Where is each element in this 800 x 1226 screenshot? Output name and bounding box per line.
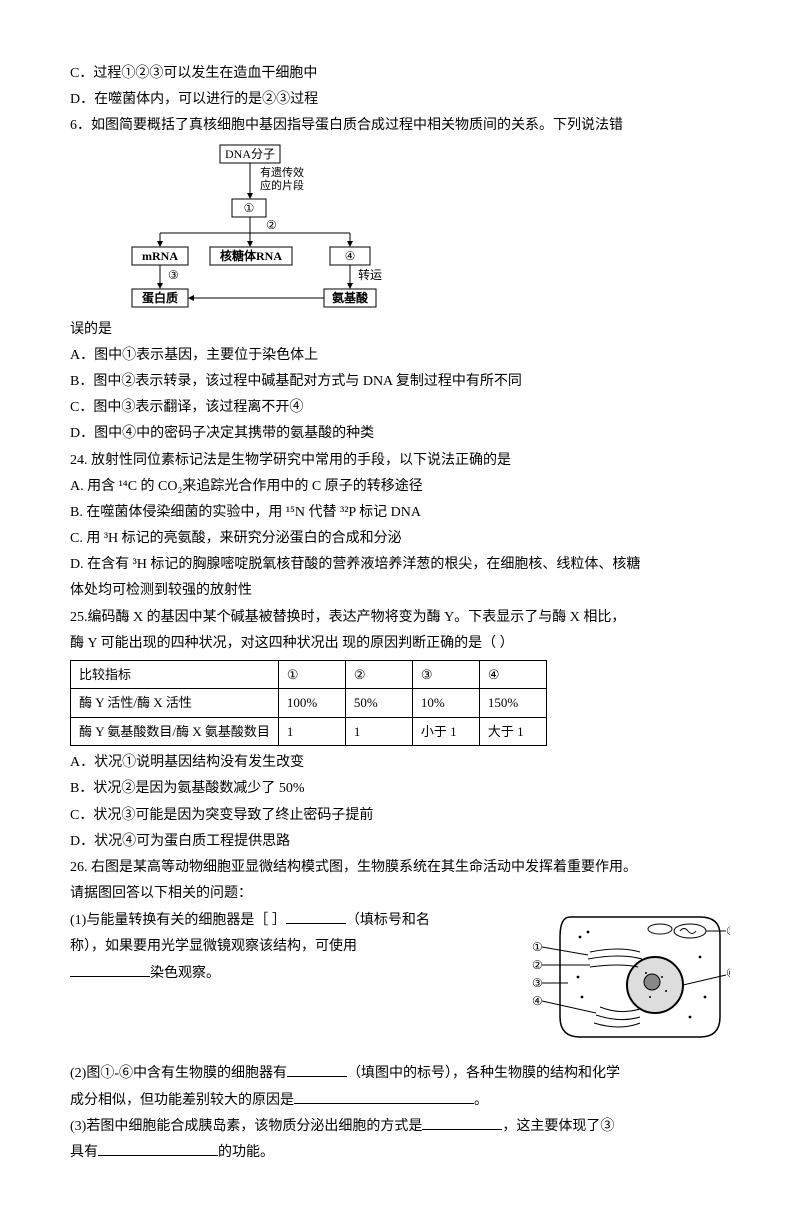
t-r1c1: 100%: [278, 689, 345, 717]
q6-diagram: DNA分子 有遗传效 应的片段 ① ② mRNA 核糖体RNA ④ ③ 蛋白质: [120, 143, 420, 313]
q6-a: A．图中①表示基因，主要位于染色体上: [70, 343, 730, 368]
svg-text:③: ③: [532, 976, 543, 990]
t-r2c4: 大于 1: [479, 717, 546, 745]
q25-d: D．状况④可为蛋白质工程提供思路: [70, 829, 730, 854]
q6-diagram-svg: DNA分子 有遗传效 应的片段 ① ② mRNA 核糖体RNA ④ ③ 蛋白质: [120, 143, 420, 313]
t-r1c0: 酶 Y 活性/酶 X 活性: [71, 689, 279, 717]
q26-p2d-text: 。: [474, 1093, 488, 1108]
t-h2: ②: [345, 661, 412, 689]
svg-text:④: ④: [345, 249, 356, 263]
t-r2c2: 1: [345, 717, 412, 745]
q26-p2a-text: (2)图①-⑥中含有生物膜的细胞器有: [70, 1066, 287, 1081]
t-r1c4: 150%: [479, 689, 546, 717]
q26-p1a-text: (1)与能量转换有关的细胞器是［ ］: [70, 913, 286, 928]
svg-text:②: ②: [532, 958, 543, 972]
q24-b: B. 在噬菌体侵染细菌的实验中，用 ¹⁵N 代替 ³²P 标记 DNA: [70, 500, 730, 525]
q24-stem: 24. 放射性同位素标记法是生物学研究中常用的手段，以下说法正确的是: [70, 448, 730, 473]
q6-c: C．图中③表示翻译，该过程离不开④: [70, 395, 730, 420]
dna-label: DNA分子: [225, 147, 275, 161]
q26-p1d-text: 染色观察。: [150, 966, 220, 981]
q25-stem1: 25.编码酶 X 的基因中某个碱基被替换时，表达产物将变为酶 Y。下表显示了与酶…: [70, 605, 730, 630]
t-h0: 比较指标: [71, 661, 279, 689]
blank-reason[interactable]: [294, 1089, 474, 1104]
svg-text:转运: 转运: [358, 267, 382, 282]
blank-function[interactable]: [98, 1141, 218, 1156]
q26-stem: 26. 右图是某高等动物细胞亚显微结构模式图，生物膜系统在其生命活动中发挥着重要…: [70, 855, 730, 880]
svg-text:④: ④: [532, 994, 543, 1008]
q24-c: C. 用 ³H 标记的亮氨酸，来研究分泌蛋白的合成和分泌: [70, 526, 730, 551]
q26-p2a: (2)图①-⑥中含有生物膜的细胞器有 （填图中的标号），各种生物膜的结构和化学: [70, 1061, 730, 1086]
q24-d1: D. 在含有 ³H 标记的胸腺嘧啶脱氧核苷酸的营养液培养洋葱的根尖，在细胞核、线…: [70, 552, 730, 577]
q25-b: B．状况②是因为氨基酸数减少了 50%: [70, 776, 730, 801]
q26-p3a: (3)若图中细胞能合成胰岛素，该物质分泌出细胞的方式是，这主要体现了③: [70, 1114, 730, 1139]
cell-svg: ① ② ③ ④ ⑤ ⑥: [530, 907, 730, 1047]
q26-p2c: 成分相似，但功能差别较大的原因是 。: [70, 1088, 730, 1113]
prev-option-c: C．过程①②③可以发生在造血干细胞中: [70, 61, 730, 86]
q24-d2: 体处均可检测到较强的放射性: [70, 578, 730, 603]
q25-table: 比较指标 ① ② ③ ④ 酶 Y 活性/酶 X 活性 100% 50% 10% …: [70, 660, 547, 746]
blank-membrane-org[interactable]: [287, 1062, 347, 1077]
q6-stem: 6．如图简要概括了真核细胞中基因指导蛋白质合成过程中相关物质间的关系。下列说法错: [70, 113, 730, 138]
q26-p3c-text: 具有: [70, 1145, 98, 1160]
t-r2c0: 酶 Y 氨基酸数目/酶 X 氨基酸数目: [71, 717, 279, 745]
blank-secrete[interactable]: [422, 1115, 502, 1130]
blank-organelle[interactable]: [286, 909, 346, 924]
t-h1: ①: [278, 661, 345, 689]
blank-stain[interactable]: [70, 962, 150, 977]
q26-p3c: 具有 的功能。: [70, 1140, 730, 1165]
t-h3: ③: [412, 661, 479, 689]
q26-p1b-text: （填标号和名: [346, 913, 430, 928]
svg-text:有遗传效: 有遗传效: [260, 165, 304, 179]
cell-figure: ① ② ③ ④ ⑤ ⑥: [530, 907, 730, 1056]
svg-text:⑥: ⑥: [726, 966, 730, 980]
q6-tail: 误的是: [70, 317, 730, 342]
svg-text:氨基酸: 氨基酸: [332, 290, 369, 305]
t-r2c3: 小于 1: [412, 717, 479, 745]
t-h4: ④: [479, 661, 546, 689]
q24-a: A. 用含 ¹⁴C 的 CO₂来追踪光合作用中的 C 原子的转移途径: [70, 474, 730, 499]
svg-text:⑤: ⑤: [726, 924, 730, 938]
q25-c: C．状况③可能是因为突变导致了终止密码子提前: [70, 803, 730, 828]
svg-text:mRNA: mRNA: [142, 249, 178, 263]
q26-intro: 请据图回答以下相关的问题：: [70, 881, 730, 906]
svg-text:①: ①: [532, 940, 543, 954]
t-r1c3: 10%: [412, 689, 479, 717]
prev-option-d: D．在噬菌体内，可以进行的是②③过程: [70, 87, 730, 112]
t-r2c1: 1: [278, 717, 345, 745]
q26-p3d-text: 的功能。: [218, 1145, 274, 1160]
svg-text:蛋白质: 蛋白质: [142, 290, 178, 305]
q6-b: B．图中②表示转录，该过程中碱基配对方式与 DNA 复制过程中有所不同: [70, 369, 730, 394]
svg-text:①: ①: [244, 201, 255, 215]
svg-text:②: ②: [266, 218, 277, 232]
q25-a: A．状况①说明基因结构没有发生改变: [70, 750, 730, 775]
t-r1c2: 50%: [345, 689, 412, 717]
svg-text:③: ③: [168, 268, 179, 282]
svg-text:应的片段: 应的片段: [260, 178, 304, 192]
q26-p2b-text: （填图中的标号），各种生物膜的结构和化学: [347, 1066, 620, 1081]
q6-d: D．图中④中的密码子决定其携带的氨基酸的种类: [70, 421, 730, 446]
q25-stem2: 酶 Y 可能出现的四种状况，对这四种状况出 现的原因判断正确的是（ ）: [70, 631, 730, 656]
svg-text:核糖体RNA: 核糖体RNA: [220, 248, 282, 263]
q26-p2c-text: 成分相似，但功能差别较大的原因是: [70, 1093, 294, 1108]
